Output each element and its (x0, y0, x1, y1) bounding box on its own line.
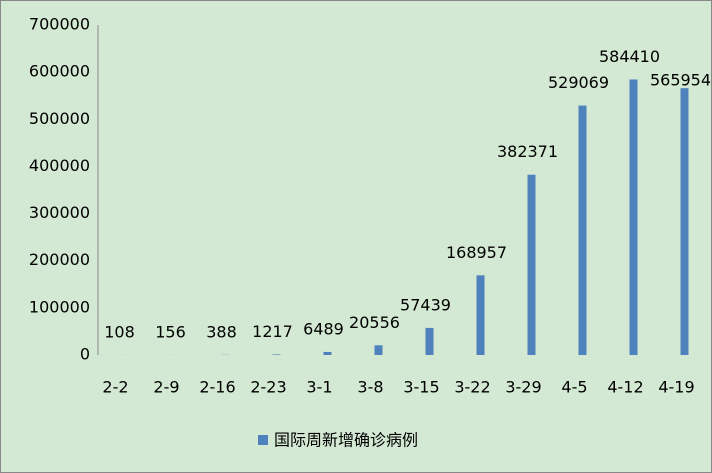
bar (374, 345, 383, 355)
data-label: 108 (104, 322, 135, 341)
bar (323, 351, 332, 355)
data-label: 382371 (497, 142, 558, 161)
bar (476, 275, 485, 355)
x-tick-label: 2-23 (250, 378, 286, 397)
bar (425, 327, 434, 355)
legend-label: 国际周新增确诊病例 (274, 431, 418, 450)
y-tick-label: 500000 (29, 109, 90, 128)
data-label: 565954 (650, 71, 711, 90)
y-tick-label: 600000 (29, 62, 90, 81)
data-label: 584410 (599, 47, 660, 66)
legend-swatch (258, 435, 268, 445)
x-tick-label: 4-19 (658, 378, 694, 397)
x-tick-label: 3-8 (357, 378, 383, 397)
x-tick-label: 3-22 (454, 378, 490, 397)
x-tick-label: 2-16 (199, 378, 235, 397)
x-tick-label: 3-15 (403, 378, 439, 397)
bar (629, 79, 638, 355)
y-tick-label: 100000 (29, 297, 90, 316)
data-label: 6489 (303, 319, 344, 338)
x-tick-label: 4-5 (561, 378, 587, 397)
data-label: 388 (206, 322, 237, 341)
x-tick-label: 4-12 (607, 378, 643, 397)
data-label: 1217 (252, 322, 293, 341)
y-tick-label: 0 (80, 345, 90, 364)
x-tick-label: 2-2 (102, 378, 128, 397)
bar (680, 88, 689, 355)
y-tick-label: 200000 (29, 250, 90, 269)
bar (578, 105, 587, 355)
bar (527, 174, 536, 355)
data-label: 168957 (446, 243, 507, 262)
data-label: 156 (155, 322, 186, 341)
x-tick-label: 3-1 (306, 378, 332, 397)
x-tick-label: 2-9 (153, 378, 179, 397)
y-tick-label: 700000 (29, 15, 90, 34)
data-label: 57439 (400, 295, 451, 314)
bar (272, 354, 281, 355)
data-label: 529069 (548, 73, 609, 92)
y-tick-label: 300000 (29, 203, 90, 222)
y-tick-label: 400000 (29, 156, 90, 175)
data-label: 20556 (349, 313, 400, 332)
x-tick-label: 3-29 (505, 378, 541, 397)
